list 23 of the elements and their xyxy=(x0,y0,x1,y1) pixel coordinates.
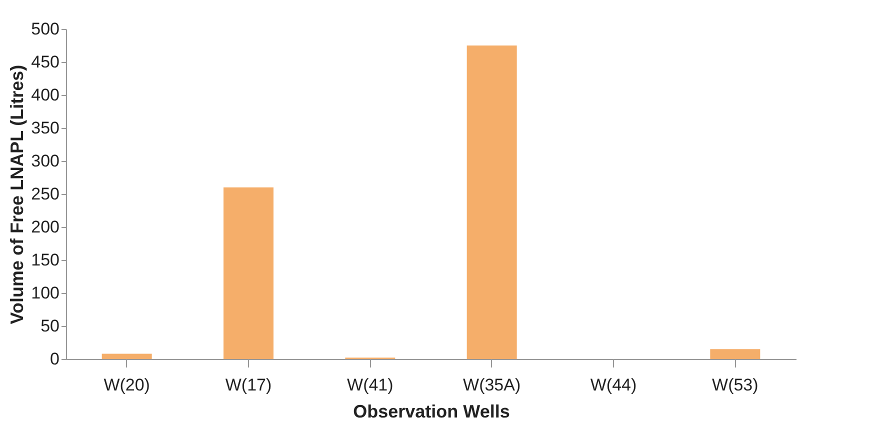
y-tick-label: 100 xyxy=(31,284,60,302)
y-tick-label: 0 xyxy=(50,350,60,368)
x-tick-label: W(17) xyxy=(225,376,272,394)
x-tick-label: W(44) xyxy=(590,376,637,394)
y-tick-label: 200 xyxy=(31,218,60,236)
bar xyxy=(224,187,274,359)
y-tick-label: 500 xyxy=(31,20,60,38)
x-tick-label: W(41) xyxy=(347,376,394,394)
bar xyxy=(102,354,152,359)
y-tick-label: 450 xyxy=(31,52,60,72)
y-tick-label: 350 xyxy=(31,118,60,138)
y-tick-label: 150 xyxy=(31,250,60,270)
x-tick-label: W(35A) xyxy=(463,376,521,394)
y-tick-label: 300 xyxy=(31,152,60,170)
x-tick-label: W(20) xyxy=(104,376,150,394)
bar xyxy=(710,349,760,359)
bar xyxy=(466,46,517,359)
y-tick-label: 50 xyxy=(40,316,60,336)
y-tick-label: 400 xyxy=(31,86,60,104)
y-axis-title: Volume of Free LNAPL (Litres) xyxy=(7,64,28,324)
x-axis-title: Observation Wells xyxy=(353,402,510,422)
y-tick-label: 250 xyxy=(31,184,60,204)
x-tick-label: W(53) xyxy=(712,376,758,394)
